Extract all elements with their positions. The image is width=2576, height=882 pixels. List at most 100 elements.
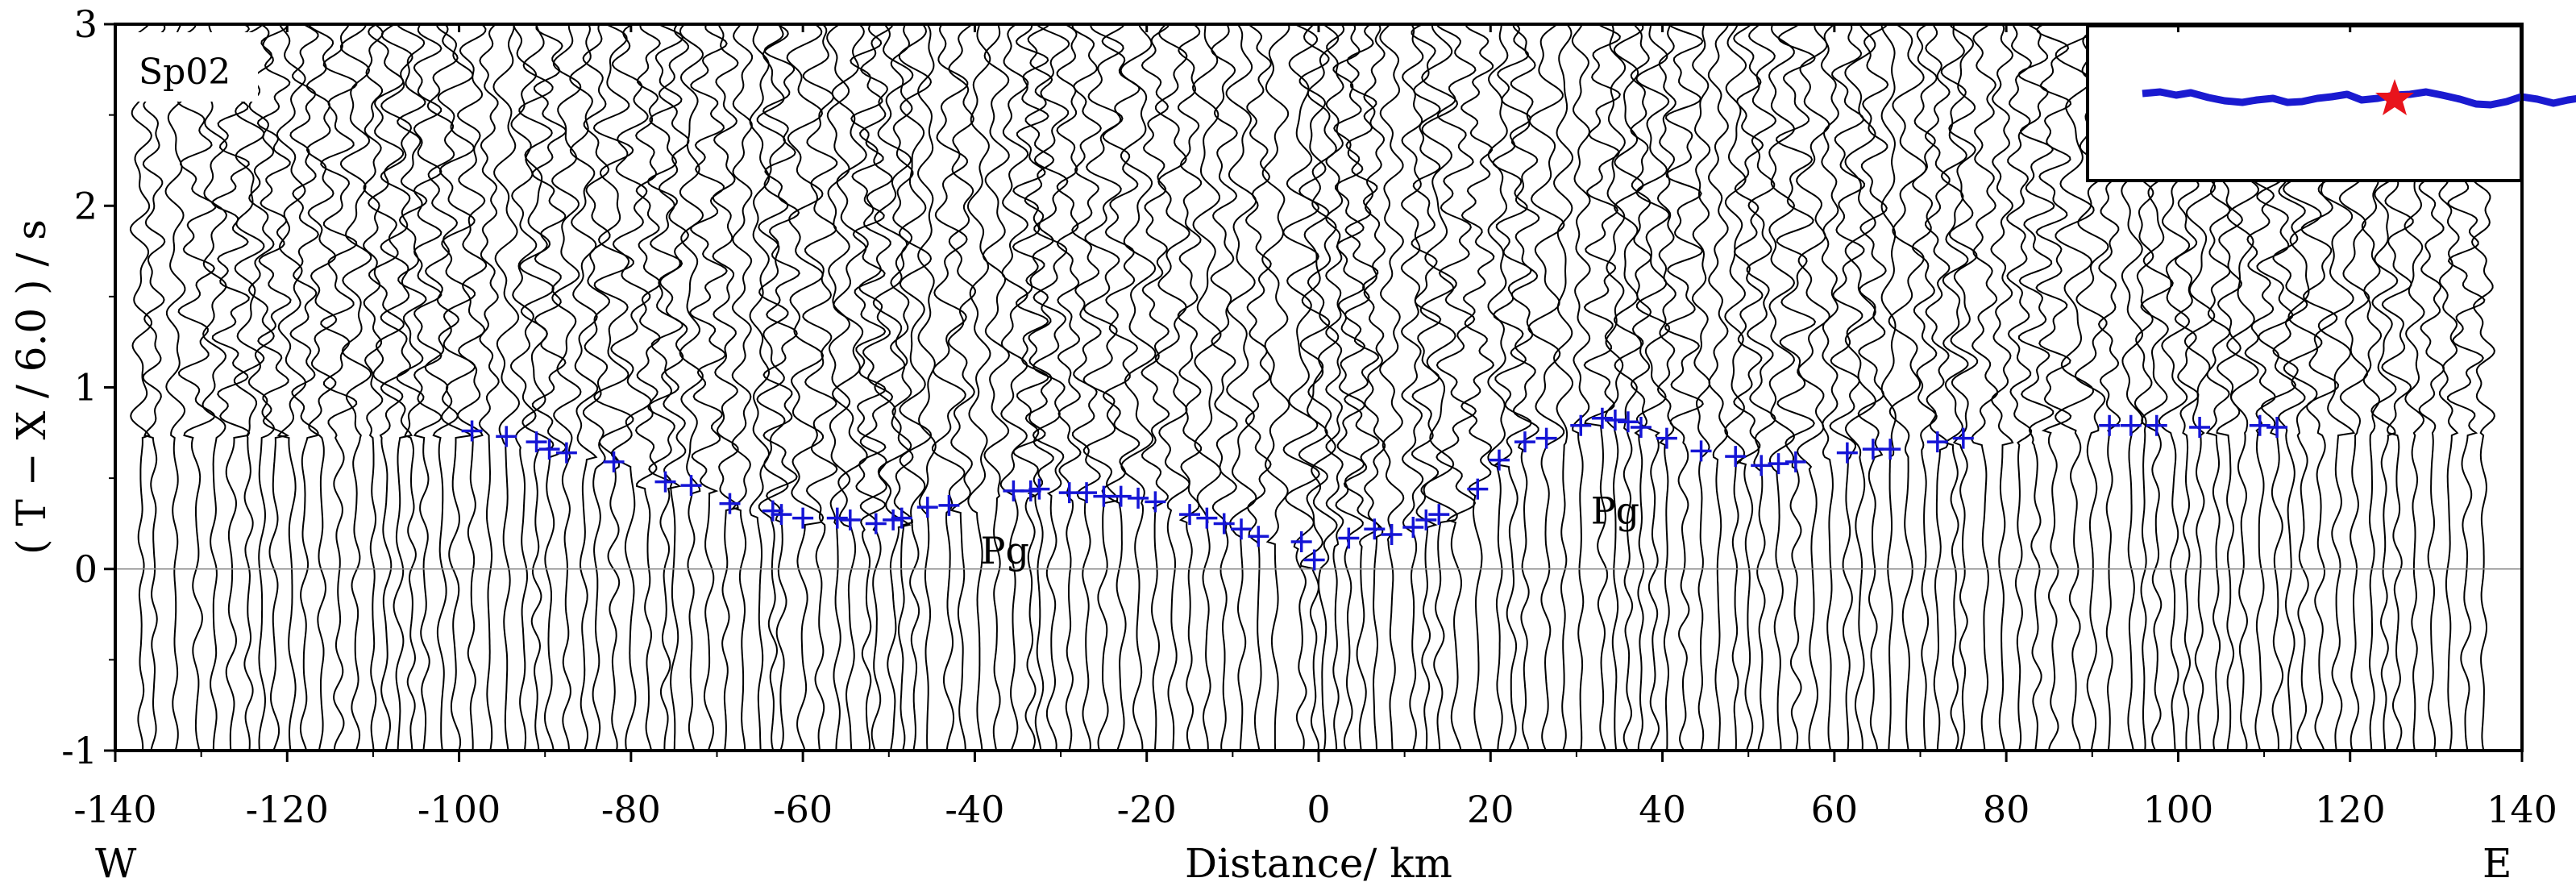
pg-pick-marker: [1303, 549, 1325, 571]
pg-pick-marker: [826, 507, 848, 529]
x-tick-label: -140: [73, 788, 156, 831]
pg-pick-marker: [1514, 431, 1535, 453]
x-tick-label: 100: [2143, 788, 2214, 831]
seismic-trace: [999, 24, 1029, 751]
inset-map: [2086, 24, 2576, 182]
seismic-trace: [1911, 24, 1938, 751]
pg-pick-marker: [2266, 417, 2288, 439]
x-tick-label: -80: [601, 788, 661, 831]
pg-pick-marker: [461, 420, 483, 442]
pg-pick-marker: [1690, 440, 1712, 462]
x-tick-label: -60: [773, 788, 833, 831]
x-tick-label: 120: [2315, 788, 2386, 831]
seismic-trace: [164, 24, 186, 751]
seismic-trace: [1664, 24, 1704, 751]
seismic-trace: [1880, 24, 1897, 751]
x-axis-right-direction: E: [2483, 840, 2512, 882]
seismic-trace: [1071, 24, 1102, 751]
pg-pick-marker: [792, 507, 814, 529]
seismic-trace: [1225, 24, 1257, 751]
pg-pick-marker: [2249, 414, 2271, 436]
pg-pick-marker: [1290, 530, 1312, 552]
seismic-trace: [931, 24, 969, 751]
x-tick-label: -100: [418, 788, 501, 831]
pg-pick-marker: [1402, 516, 1424, 538]
shot-label: Sp02: [139, 52, 231, 93]
seismic-trace: [802, 24, 838, 751]
seismic-trace: [1857, 24, 1889, 751]
pg-pick-marker: [496, 426, 517, 447]
seismic-trace: [339, 24, 372, 751]
pg-pick-marker: [916, 497, 938, 518]
seismic-trace: [831, 24, 869, 751]
seismic-trace: [610, 24, 652, 751]
seismic-trace: [1724, 24, 1747, 751]
seismic-trace: [1948, 24, 1979, 751]
seismic-trace: [1487, 24, 1509, 751]
pg-pick-marker: [2189, 417, 2211, 439]
pg-pick-marker: [1604, 410, 1626, 431]
seismic-trace: [1298, 24, 1331, 751]
seismic-trace: [858, 24, 894, 751]
pg-pick-marker: [1428, 504, 1450, 526]
seismic-trace: [436, 24, 476, 751]
seismic-trace: [1419, 24, 1459, 751]
pg-pick-marker: [839, 509, 861, 530]
seismic-trace: [531, 24, 567, 751]
seismic-trace: [1411, 24, 1442, 751]
seismic-trace: [233, 24, 265, 751]
pg-pick-marker: [1751, 455, 1772, 476]
seismic-trace: [1796, 24, 1830, 751]
seismic-trace: [363, 24, 384, 751]
pg-pick-marker: [1836, 442, 1858, 464]
seismic-trace: [1141, 24, 1170, 751]
seismic-trace: [2074, 24, 2111, 751]
pg-pick-marker: [1467, 478, 1489, 500]
seismic-trace: [1210, 24, 1238, 751]
pg-pick-marker: [865, 513, 887, 535]
seismic-trace: [1844, 24, 1876, 751]
x-axis-label: Distance/ km: [1185, 840, 1452, 882]
pg-pick-marker: [1926, 431, 1948, 453]
seismic-trace: [634, 24, 662, 751]
pg-pick-marker: [2099, 414, 2121, 436]
seismic-trace: [966, 24, 991, 751]
y-tick-label: 2: [74, 184, 98, 227]
seismic-trace: [1101, 24, 1141, 751]
seismic-trace: [1154, 24, 1190, 751]
seismic-trace: [247, 24, 276, 751]
seismic-trace: [1768, 24, 1796, 751]
pg-pick-marker: [771, 504, 792, 526]
phase-label: Pg: [981, 529, 1029, 572]
seismic-trace: [582, 24, 611, 751]
pg-pick-marker: [555, 442, 577, 464]
shot-label-box: Sp02: [129, 32, 258, 102]
pg-pick-marker: [762, 500, 783, 522]
x-tick-label: 140: [2487, 788, 2557, 831]
pg-pick-marker: [1630, 417, 1652, 439]
x-tick-label: -120: [246, 788, 329, 831]
x-tick-label: 0: [1307, 788, 1330, 831]
pg-pick-marker: [891, 507, 912, 529]
pg-pick-series: [461, 407, 2288, 571]
seismic-trace: [1343, 24, 1380, 751]
pg-pick-marker: [1591, 407, 1613, 429]
seismic-trace: [1244, 24, 1272, 751]
pg-pick-marker: [526, 431, 547, 453]
seismic-trace: [1630, 24, 1652, 750]
seismic-trace: [305, 24, 338, 751]
pg-pick-marker: [1364, 518, 1386, 540]
seismic-trace: [756, 24, 789, 751]
pg-pick-marker: [1725, 446, 1747, 468]
seismic-trace: [1024, 24, 1055, 751]
seismic-trace: [1363, 24, 1386, 750]
seismic-trace: [1733, 24, 1764, 751]
seismic-trace: [1691, 24, 1711, 751]
seismic-trace: [413, 24, 442, 751]
seismic-trace: [1261, 24, 1290, 751]
seismic-trace: [320, 24, 358, 751]
seismic-trace: [478, 24, 500, 751]
seismic-trace: [1082, 24, 1124, 751]
seismic-trace: [289, 24, 319, 751]
